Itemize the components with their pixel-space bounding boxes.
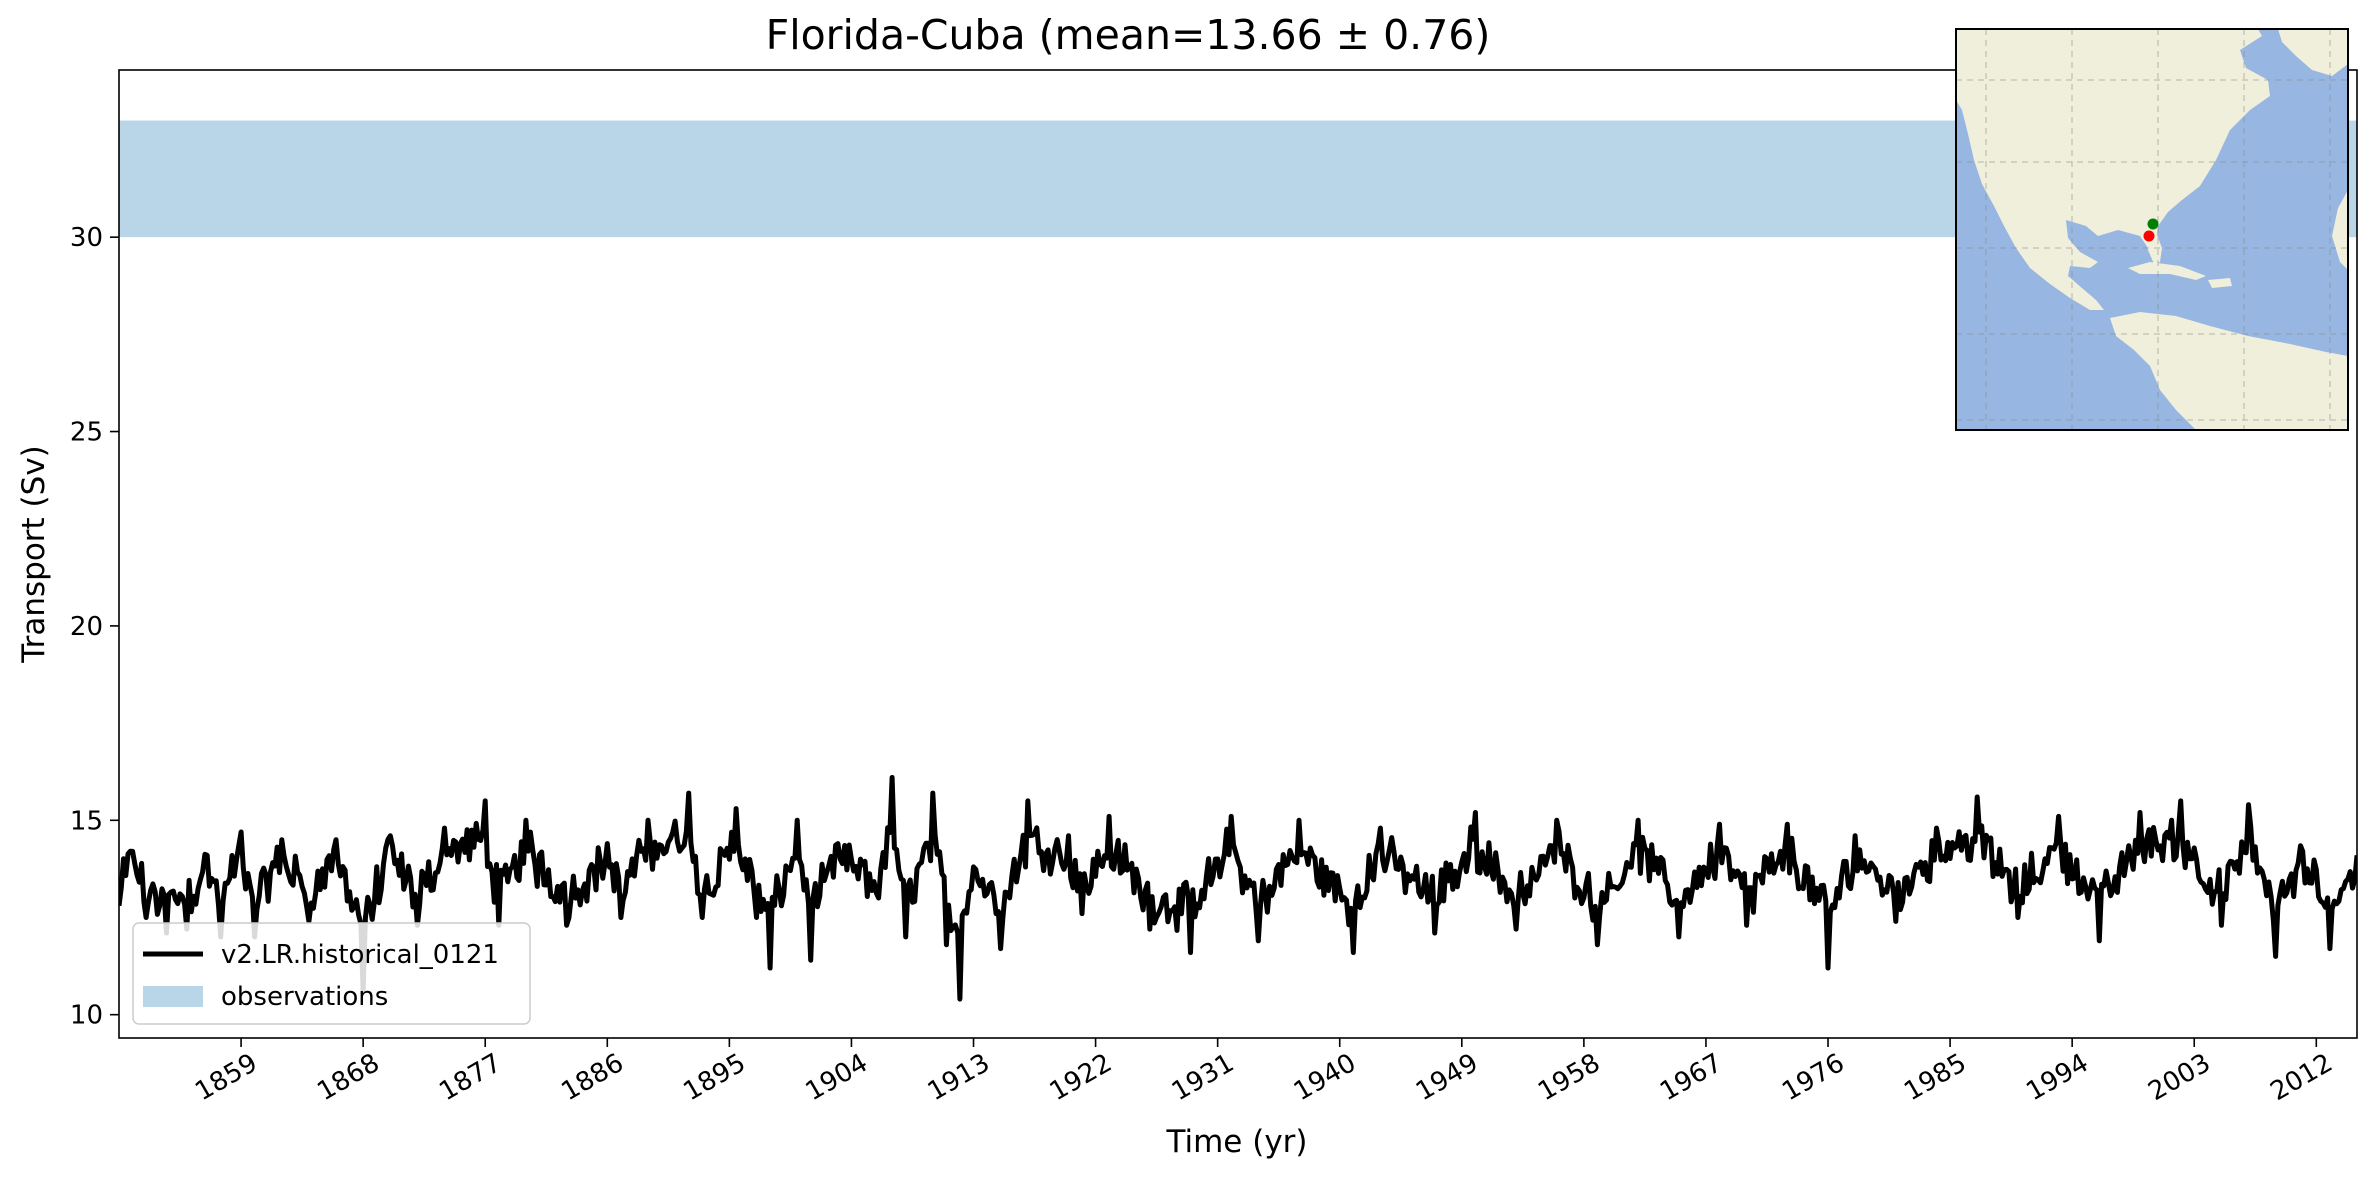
x-tick-label: 1949 bbox=[1411, 1048, 1483, 1107]
x-tick-label: 1922 bbox=[1045, 1048, 1117, 1107]
inset-map-frame bbox=[1955, 28, 2349, 431]
x-tick-label: 1913 bbox=[923, 1048, 995, 1107]
x-tick-label: 1859 bbox=[190, 1048, 262, 1107]
x-tick-label: 1877 bbox=[434, 1048, 506, 1107]
x-axis-label: Time (yr) bbox=[1166, 1124, 1308, 1160]
legend-box bbox=[132, 922, 531, 1025]
y-tick-label: 10 bbox=[70, 1001, 103, 1031]
map-gridlines bbox=[1956, 29, 2348, 430]
x-tick-label: 1904 bbox=[801, 1048, 873, 1107]
map-marker-green bbox=[2147, 218, 2159, 230]
y-tick-label: 30 bbox=[70, 223, 103, 253]
y-tick-label: 15 bbox=[70, 806, 103, 836]
map-land-hispaniola bbox=[2208, 278, 2232, 288]
map-marker-red bbox=[2143, 230, 2155, 242]
x-tick-label: 1868 bbox=[312, 1048, 384, 1107]
x-tick-label: 1994 bbox=[2021, 1048, 2093, 1107]
x-tick-label: 2003 bbox=[2143, 1048, 2215, 1107]
inset-map bbox=[1955, 28, 2349, 431]
plot-frame bbox=[118, 69, 2358, 1039]
series-line-historical bbox=[119, 775, 2357, 1002]
x-tick-label: 1976 bbox=[1777, 1048, 1849, 1107]
x-tick-label: 1886 bbox=[556, 1048, 628, 1107]
map-land-cuba bbox=[2128, 262, 2206, 280]
x-tick-label: 1958 bbox=[1533, 1048, 1605, 1107]
chart-title: Florida-Cuba (mean=13.66 ± 0.76) bbox=[766, 11, 1491, 59]
map-land-africa bbox=[2332, 190, 2348, 270]
legend-label-series: v2.LR.historical_0121 bbox=[221, 940, 499, 970]
x-tick-label: 1985 bbox=[1899, 1048, 1971, 1107]
x-tick-label: 1931 bbox=[1167, 1048, 1239, 1107]
legend-band-swatch bbox=[143, 986, 203, 1007]
x-tick-label: 2012 bbox=[2266, 1048, 2338, 1107]
x-tick-label: 1895 bbox=[679, 1048, 751, 1107]
map-land-north-america bbox=[1956, 29, 2270, 310]
map-land-south-america bbox=[2110, 312, 2348, 430]
x-tick-label: 1967 bbox=[1655, 1048, 1727, 1107]
legend-label-observations: observations bbox=[221, 982, 388, 1012]
x-tick-label: 1940 bbox=[1289, 1048, 1361, 1107]
y-tick-label: 25 bbox=[70, 418, 103, 448]
y-tick-label: 20 bbox=[70, 612, 103, 642]
y-axis-label: Transport (Sv) bbox=[16, 445, 52, 664]
legend: v2.LR.historical_0121 observations bbox=[132, 922, 531, 1025]
